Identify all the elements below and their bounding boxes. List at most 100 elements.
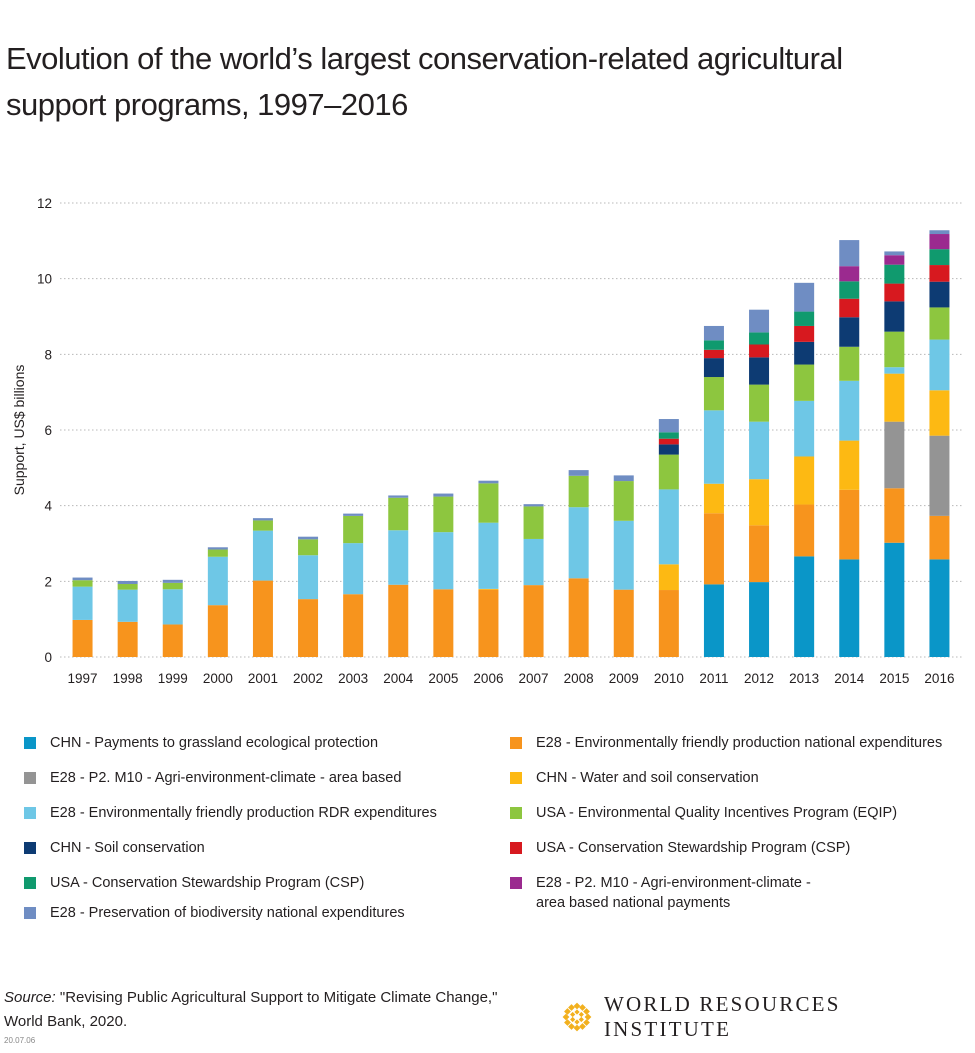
bar-segment (658, 419, 679, 433)
legend-label: USA - Environmental Quality Incentives P… (536, 805, 898, 821)
legend-swatch (24, 772, 36, 784)
bar-segment (568, 475, 589, 508)
legend-item: CHN - Water and soil conservation (510, 768, 759, 788)
source-label: Source: (4, 989, 56, 1006)
bar-segment (794, 325, 815, 342)
bar-segment (298, 536, 319, 540)
bar-segment (703, 325, 724, 341)
x-tick-label: 2015 (879, 671, 909, 686)
bar-segment (929, 234, 950, 250)
legend-label: E28 - Environmentally friendly productio… (536, 735, 943, 751)
legend-swatch (510, 772, 522, 784)
legend-item: E28 - Environmentally friendly productio… (510, 733, 942, 753)
bar-segment (839, 240, 860, 267)
y-tick-label: 12 (37, 196, 52, 211)
logo-diamond (584, 1013, 592, 1021)
bar-segment (388, 530, 409, 585)
legend-item: E28 - Preservation of biodiversity natio… (24, 903, 405, 923)
source-note: Source: "Revising Public Agricultural Su… (4, 986, 497, 1034)
bar-segment (884, 488, 905, 543)
bar-segment (252, 580, 273, 657)
bar-segment (343, 515, 364, 544)
bar-segment (839, 346, 860, 381)
bar-segment (162, 589, 183, 625)
legend-item: E28 - Environmentally friendly productio… (24, 803, 437, 823)
bar-segment (884, 301, 905, 332)
bar-segment (839, 317, 860, 347)
bar-segment (568, 578, 589, 657)
x-tick-label: 2012 (744, 671, 774, 686)
bar-segment (343, 513, 364, 516)
bar-segment (839, 380, 860, 441)
wri-logo-text: WORLD RESOURCES INSTITUTE (603, 992, 841, 1041)
bar-segment (298, 539, 319, 556)
bar-segment (388, 497, 409, 531)
bar-segment (433, 589, 454, 657)
legend-label: USA - Conservation Stewardship Program (… (536, 840, 851, 856)
bar-segment (568, 507, 589, 579)
bar-segment (749, 582, 770, 657)
bar-segment (478, 522, 499, 589)
bar-segment (523, 504, 544, 507)
legend-swatch (24, 807, 36, 819)
bar-segment (929, 265, 950, 282)
bar-segment (162, 582, 183, 590)
legend-label: USA - Conservation Stewardship Program (… (50, 875, 365, 891)
bar-segment (478, 480, 499, 484)
bar-segment (703, 340, 724, 350)
logo-diamond (570, 1016, 576, 1023)
legend-swatch (24, 907, 36, 919)
legend-item: USA - Conservation Stewardship Program (… (24, 873, 364, 893)
source-line-2: World Bank, 2020. (4, 1013, 128, 1030)
bar-segment (523, 538, 544, 586)
bar-segment (72, 619, 93, 657)
bar-segment (839, 298, 860, 318)
x-tick-label: 2001 (248, 671, 278, 686)
bar-segment (207, 605, 228, 657)
bar-segment (929, 390, 950, 436)
bar-segment (658, 564, 679, 591)
bar-segment (929, 249, 950, 266)
bar-segment (884, 331, 905, 368)
bar-segment (478, 588, 499, 590)
bar-segment (703, 513, 724, 585)
bar-segment (884, 264, 905, 284)
y-tick-label: 0 (44, 650, 52, 665)
x-tick-label: 1998 (113, 671, 143, 686)
bar-segment (794, 311, 815, 326)
bar-segment (252, 530, 273, 581)
bar-segment (523, 506, 544, 539)
bar-segment (839, 559, 860, 657)
bar-segment (658, 444, 679, 455)
bar-segment (929, 230, 950, 235)
x-tick-label: 2011 (699, 671, 728, 686)
bar-segment (703, 483, 724, 514)
bar-segment (749, 357, 770, 385)
bar-segment (794, 556, 815, 657)
bar-segment (658, 432, 679, 439)
source-line-1: "Revising Public Agricultural Support to… (55, 989, 498, 1006)
bar-segment (613, 589, 634, 657)
y-axis-ticks: 0 2 4 6 8 10 12 (37, 196, 53, 665)
bar-segment (794, 504, 815, 557)
logo-diamond (583, 1019, 590, 1026)
bar-segment (433, 493, 454, 497)
legend-swatch (24, 842, 36, 854)
x-tick-label: 2014 (834, 671, 865, 686)
bar-segment (839, 266, 860, 282)
legend-item: CHN - Soil conservation (24, 838, 205, 858)
bar-segment (884, 542, 905, 657)
bar-segment (252, 518, 273, 521)
chart-title-line-1: Evolution of the world’s largest conserv… (6, 41, 843, 76)
graphic-code: 20.07.06 (4, 1036, 36, 1045)
bar-segment (884, 373, 905, 422)
x-tick-label: 1999 (158, 671, 188, 686)
x-tick-label: 2013 (789, 671, 819, 686)
bar-segment (929, 515, 950, 560)
x-tick-label: 1997 (68, 671, 98, 686)
x-tick-label: 2010 (654, 671, 684, 686)
bar-segment (298, 555, 319, 600)
legend-swatch (510, 877, 522, 889)
logo-diamond (573, 1002, 581, 1010)
y-tick-label: 2 (44, 574, 52, 589)
